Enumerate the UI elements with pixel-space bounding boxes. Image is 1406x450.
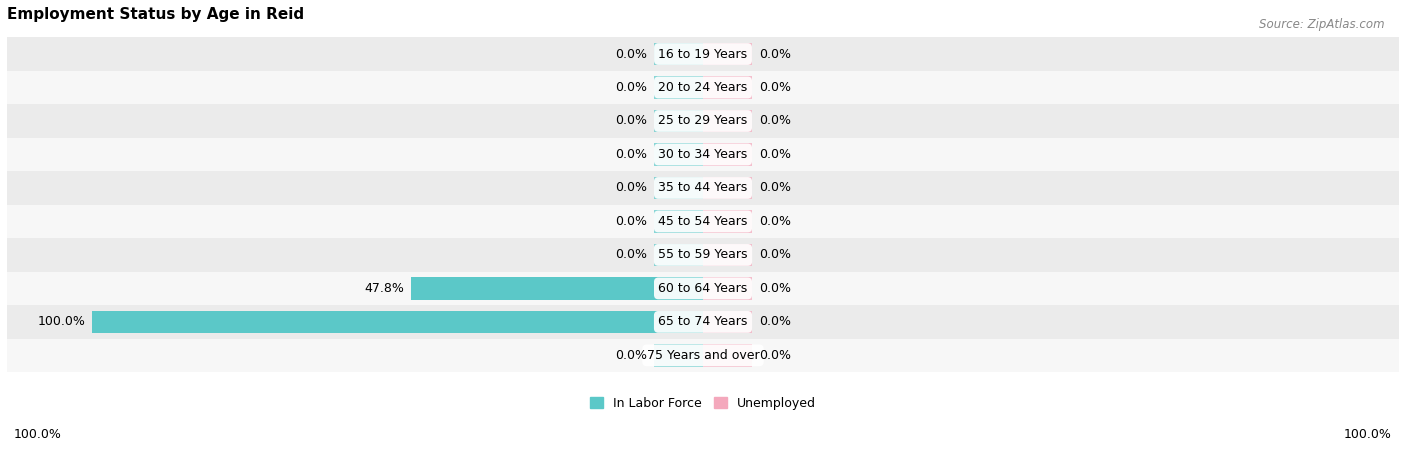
Bar bbox=[93, 310, 703, 333]
Text: 0.0%: 0.0% bbox=[614, 81, 647, 94]
Bar bbox=[703, 43, 752, 65]
Legend: In Labor Force, Unemployed: In Labor Force, Unemployed bbox=[585, 392, 821, 415]
Bar bbox=[1, 138, 1405, 171]
Text: 0.0%: 0.0% bbox=[614, 349, 647, 362]
Text: 0.0%: 0.0% bbox=[614, 48, 647, 61]
Text: 0.0%: 0.0% bbox=[614, 248, 647, 261]
Bar bbox=[654, 176, 703, 199]
Bar bbox=[703, 243, 752, 266]
Text: 0.0%: 0.0% bbox=[759, 215, 792, 228]
Bar bbox=[703, 110, 752, 132]
Bar bbox=[1, 305, 1405, 339]
Text: 0.0%: 0.0% bbox=[759, 48, 792, 61]
Text: 60 to 64 Years: 60 to 64 Years bbox=[658, 282, 748, 295]
Text: 55 to 59 Years: 55 to 59 Years bbox=[658, 248, 748, 261]
Bar bbox=[654, 143, 703, 166]
Bar bbox=[703, 277, 752, 300]
Bar bbox=[1, 171, 1405, 205]
Bar bbox=[654, 344, 703, 367]
Text: 0.0%: 0.0% bbox=[759, 282, 792, 295]
Text: 0.0%: 0.0% bbox=[614, 114, 647, 127]
Bar bbox=[703, 76, 752, 99]
Bar bbox=[703, 210, 752, 233]
Bar bbox=[1, 339, 1405, 372]
Text: 100.0%: 100.0% bbox=[37, 315, 86, 328]
Text: 35 to 44 Years: 35 to 44 Years bbox=[658, 181, 748, 194]
Text: 0.0%: 0.0% bbox=[759, 315, 792, 328]
Text: 0.0%: 0.0% bbox=[614, 181, 647, 194]
Bar bbox=[1, 104, 1405, 138]
Bar bbox=[1, 272, 1405, 305]
Text: 25 to 29 Years: 25 to 29 Years bbox=[658, 114, 748, 127]
Text: 20 to 24 Years: 20 to 24 Years bbox=[658, 81, 748, 94]
Bar bbox=[1, 238, 1405, 272]
Text: 16 to 19 Years: 16 to 19 Years bbox=[658, 48, 748, 61]
Bar bbox=[1, 205, 1405, 238]
Text: 0.0%: 0.0% bbox=[759, 114, 792, 127]
Text: 0.0%: 0.0% bbox=[759, 248, 792, 261]
Text: 0.0%: 0.0% bbox=[759, 81, 792, 94]
Bar bbox=[1, 71, 1405, 104]
Text: 47.8%: 47.8% bbox=[364, 282, 404, 295]
Text: 30 to 34 Years: 30 to 34 Years bbox=[658, 148, 748, 161]
Bar bbox=[703, 344, 752, 367]
Text: 0.0%: 0.0% bbox=[759, 148, 792, 161]
Text: Employment Status by Age in Reid: Employment Status by Age in Reid bbox=[7, 7, 304, 22]
Bar bbox=[703, 176, 752, 199]
Text: 0.0%: 0.0% bbox=[614, 215, 647, 228]
Text: Source: ZipAtlas.com: Source: ZipAtlas.com bbox=[1260, 18, 1385, 31]
Text: 75 Years and over: 75 Years and over bbox=[647, 349, 759, 362]
Text: 100.0%: 100.0% bbox=[1344, 428, 1392, 441]
Bar bbox=[654, 43, 703, 65]
Bar bbox=[654, 243, 703, 266]
Text: 45 to 54 Years: 45 to 54 Years bbox=[658, 215, 748, 228]
Bar bbox=[654, 110, 703, 132]
Bar bbox=[703, 310, 752, 333]
Text: 0.0%: 0.0% bbox=[759, 181, 792, 194]
Text: 0.0%: 0.0% bbox=[759, 349, 792, 362]
Text: 100.0%: 100.0% bbox=[14, 428, 62, 441]
Bar bbox=[1, 37, 1405, 71]
Text: 0.0%: 0.0% bbox=[614, 148, 647, 161]
Text: 65 to 74 Years: 65 to 74 Years bbox=[658, 315, 748, 328]
Bar bbox=[654, 76, 703, 99]
Bar bbox=[411, 277, 703, 300]
Bar bbox=[654, 210, 703, 233]
Bar bbox=[703, 143, 752, 166]
